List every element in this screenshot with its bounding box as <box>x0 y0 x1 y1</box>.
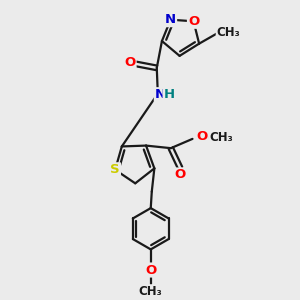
Text: N: N <box>165 13 176 26</box>
Text: CH₃: CH₃ <box>217 26 240 39</box>
Text: O: O <box>124 56 136 69</box>
Text: S: S <box>110 163 120 176</box>
Text: O: O <box>145 263 156 277</box>
Text: O: O <box>175 169 186 182</box>
Text: O: O <box>188 15 199 28</box>
Text: H: H <box>164 88 175 101</box>
Text: CH₃: CH₃ <box>209 131 233 144</box>
Text: N: N <box>155 88 166 101</box>
Text: CH₃: CH₃ <box>139 285 163 298</box>
Text: O: O <box>196 130 208 143</box>
